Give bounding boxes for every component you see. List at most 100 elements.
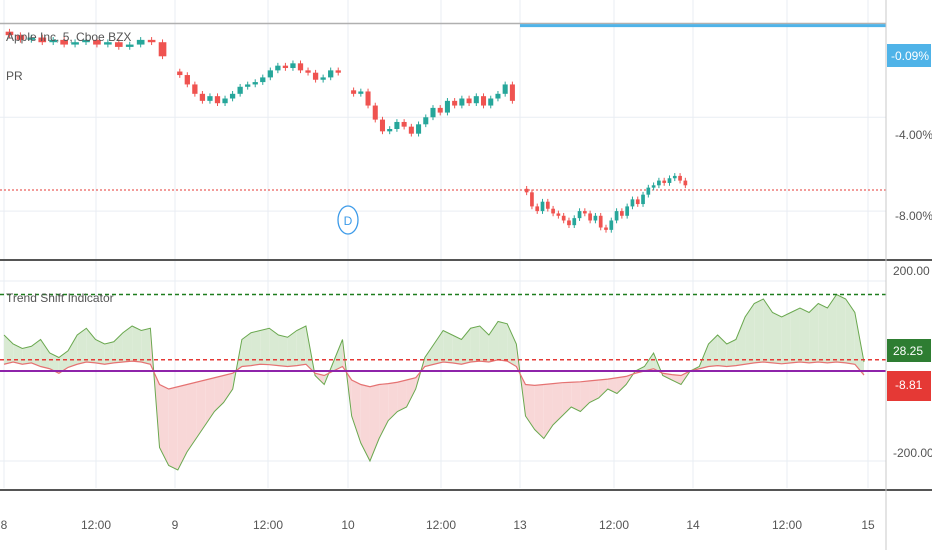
candle-body bbox=[646, 187, 651, 195]
osc-fill bbox=[159, 384, 169, 466]
candle-body bbox=[614, 211, 619, 221]
candle-body bbox=[635, 199, 640, 205]
candle-body bbox=[495, 93, 501, 99]
candle-body bbox=[192, 84, 198, 94]
candle-body bbox=[275, 65, 281, 71]
osc-fill bbox=[278, 335, 288, 367]
osc-fill bbox=[214, 375, 224, 412]
candle-body bbox=[5, 31, 14, 36]
candle-body bbox=[290, 63, 296, 69]
osc-fill bbox=[333, 339, 343, 371]
osc-fill bbox=[671, 374, 682, 385]
candle-body bbox=[136, 39, 145, 45]
candle-body bbox=[593, 215, 598, 221]
oscillator-axis[interactable]: 200.00 28.25 -8.81 -200.00 bbox=[887, 264, 932, 460]
osc-fill bbox=[562, 382, 572, 416]
candle-body bbox=[49, 39, 58, 43]
red-value-badge bbox=[887, 371, 931, 401]
symbol-title: Apple Inc, 5, Cboe BZX bbox=[6, 30, 131, 44]
time-label: 13 bbox=[513, 518, 527, 532]
time-label: 12:00 bbox=[253, 518, 283, 532]
price-pane[interactable] bbox=[0, 24, 886, 233]
osc-fill bbox=[525, 384, 535, 430]
osc-fill bbox=[552, 382, 563, 425]
osc-fill bbox=[571, 381, 581, 412]
candle-body bbox=[335, 70, 341, 73]
osc-fill bbox=[177, 384, 187, 470]
candle-body bbox=[214, 96, 221, 104]
candle-body bbox=[535, 206, 540, 212]
candle-body bbox=[38, 37, 47, 43]
candle-body bbox=[630, 199, 635, 207]
candle-body bbox=[524, 188, 529, 193]
osc-fill bbox=[205, 377, 215, 425]
osc-fill bbox=[31, 339, 41, 367]
osc-fill bbox=[122, 326, 133, 362]
osc-fill bbox=[470, 326, 480, 362]
candle-body bbox=[452, 100, 458, 106]
price-tick-2: -8.00% bbox=[895, 209, 932, 223]
osc-tick-bottom: -200.00 bbox=[893, 446, 932, 460]
osc-fill bbox=[799, 308, 810, 363]
indicator-title: Trend Shift Indicator bbox=[6, 291, 114, 305]
oscillator-pane[interactable] bbox=[0, 293, 886, 471]
candle-body bbox=[177, 71, 183, 76]
osc-fill bbox=[745, 303, 755, 365]
candle-body bbox=[502, 84, 508, 94]
osc-fill bbox=[260, 328, 270, 365]
candle-body bbox=[657, 180, 661, 186]
candle-body bbox=[252, 82, 258, 85]
time-label: 12:00 bbox=[81, 518, 111, 532]
osc-fill bbox=[95, 339, 105, 365]
grid bbox=[0, 0, 886, 488]
candle-body bbox=[672, 175, 677, 179]
osc-fill bbox=[616, 376, 627, 394]
time-label: 8 bbox=[1, 518, 8, 532]
osc-fill bbox=[818, 303, 828, 363]
candle-body bbox=[551, 208, 555, 214]
osc-fill bbox=[708, 335, 718, 367]
event-marker[interactable]: D bbox=[337, 205, 359, 235]
candle-body bbox=[125, 44, 134, 47]
osc-fill bbox=[296, 326, 306, 366]
candle-body bbox=[683, 180, 688, 186]
price-axis[interactable]: -0.09% -4.00% -8.00% bbox=[887, 44, 932, 223]
osc-fill bbox=[507, 323, 517, 367]
candle-body bbox=[372, 105, 378, 120]
price-tick-1: -4.00% bbox=[895, 128, 932, 142]
candle-body bbox=[604, 227, 608, 230]
candle-body bbox=[82, 39, 90, 43]
osc-fill bbox=[196, 380, 206, 439]
candle-body bbox=[104, 42, 112, 45]
osc-fill bbox=[351, 380, 361, 443]
candle-body bbox=[282, 65, 289, 69]
candle-body bbox=[401, 121, 407, 127]
series-green-line bbox=[3, 293, 865, 471]
osc-fill bbox=[498, 321, 508, 362]
osc-fill bbox=[49, 353, 59, 374]
time-axis[interactable]: 8 12:00 9 12:00 10 12:00 13 12:00 14 12:00 15 bbox=[1, 518, 875, 532]
candle-body bbox=[305, 70, 311, 73]
candle-body bbox=[598, 215, 603, 228]
candle-body bbox=[582, 211, 587, 214]
osc-fill bbox=[790, 308, 800, 363]
osc-fill bbox=[827, 294, 837, 363]
candle-body bbox=[545, 201, 550, 209]
osc-fill bbox=[251, 330, 261, 366]
osc-fill bbox=[781, 312, 791, 364]
osc-fill bbox=[388, 382, 398, 421]
osc-fill bbox=[406, 377, 416, 407]
osc-fill bbox=[104, 341, 114, 365]
candle-body bbox=[297, 63, 304, 71]
osc-fill bbox=[543, 383, 553, 439]
candle-body bbox=[184, 75, 190, 85]
candle-body bbox=[60, 39, 68, 45]
osc-fill bbox=[836, 294, 846, 363]
candle-body bbox=[678, 175, 682, 181]
osc-fill bbox=[22, 346, 32, 365]
candle-body bbox=[473, 96, 479, 104]
candle-body bbox=[667, 178, 672, 183]
osc-fill bbox=[662, 373, 672, 380]
red-value-badge-text: -8.81 bbox=[895, 378, 923, 392]
